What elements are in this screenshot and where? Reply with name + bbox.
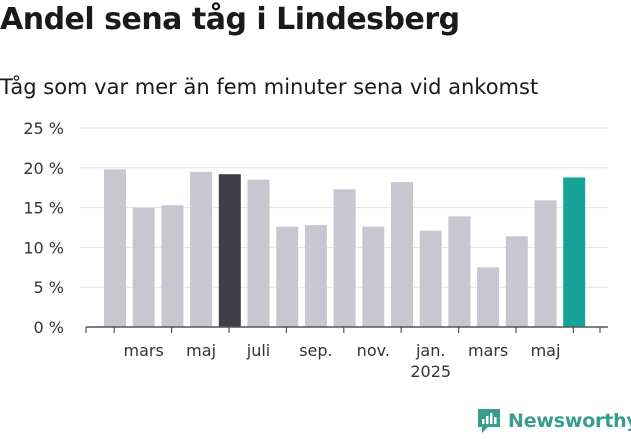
bar bbox=[304, 225, 327, 327]
bar bbox=[534, 200, 557, 327]
y-tick-label: 10 % bbox=[23, 238, 64, 257]
bar bbox=[362, 226, 385, 327]
chart-title: Andel sena tåg i Lindesberg bbox=[0, 2, 460, 37]
newsworthy-logo: Newsworthy bbox=[476, 407, 631, 435]
y-tick-label: 25 % bbox=[23, 119, 64, 138]
bar bbox=[448, 216, 471, 327]
y-tick-label: 20 % bbox=[23, 159, 64, 178]
bar bbox=[477, 267, 500, 327]
bar bbox=[419, 230, 442, 327]
newsworthy-logo-text: Newsworthy bbox=[508, 410, 631, 432]
x-tick-label: maj bbox=[531, 341, 561, 360]
bar bbox=[161, 205, 184, 327]
x-tick-label: sep. bbox=[299, 341, 332, 360]
x-tick-label: nov. bbox=[357, 341, 390, 360]
x-tick-sublabel: 2025 bbox=[410, 362, 451, 381]
bar bbox=[276, 226, 299, 327]
bar bbox=[333, 189, 356, 327]
bar bbox=[104, 169, 126, 327]
bar bbox=[247, 179, 270, 327]
x-tick-label: mars bbox=[468, 341, 508, 360]
bar bbox=[391, 182, 413, 327]
bar bbox=[132, 207, 155, 327]
x-tick-label: mars bbox=[124, 341, 164, 360]
x-tick-label: jan. bbox=[415, 341, 445, 360]
y-tick-label: 0 % bbox=[34, 318, 64, 337]
y-tick-label: 5 % bbox=[34, 278, 64, 297]
bar bbox=[218, 174, 241, 327]
newsworthy-logo-icon bbox=[478, 409, 500, 433]
bar bbox=[190, 171, 213, 327]
chart-subtitle: Tåg som var mer än fem minuter sena vid … bbox=[0, 75, 539, 99]
bar bbox=[505, 236, 528, 327]
x-tick-label: juli bbox=[246, 341, 270, 360]
y-tick-label: 15 % bbox=[23, 199, 64, 218]
bar bbox=[563, 177, 586, 327]
x-tick-label: maj bbox=[186, 341, 216, 360]
bar-chart: 0 % 5 % 10 % 15 % 20 % 25 % mars maj juli sep. nov… bbox=[23, 119, 608, 381]
